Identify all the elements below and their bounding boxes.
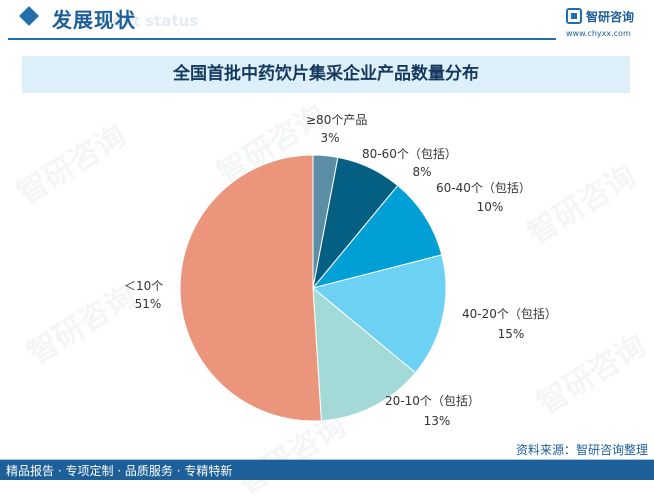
chart-title: 全国首批中药饮片集采企业产品数量分布: [173, 64, 479, 84]
slice-value-label: 13%: [424, 414, 451, 428]
footer-divider: [0, 459, 654, 460]
header-subtitle: ent status: [112, 12, 199, 30]
header-divider: [8, 38, 556, 40]
logo-icon: [566, 8, 582, 24]
slice-label: ≥80个产品: [306, 113, 367, 127]
slice-label: 20-10个（包括）: [385, 393, 480, 408]
slice-value-label: 51%: [135, 297, 162, 311]
slice-label: 80-60个（包括）: [362, 146, 457, 161]
footer-text: 精品报告 · 专项定制 · 品质服务 · 专精特新: [6, 464, 233, 478]
slice-value-label: 8%: [412, 165, 431, 179]
brand-logo: 智研咨询 www.chyxx.com: [566, 8, 646, 40]
logo-name: 智研咨询: [586, 10, 635, 24]
pie-slice: [311, 254, 447, 374]
slice-value-label: 15%: [498, 327, 525, 341]
slice-label: 40-20个（包括）: [462, 306, 557, 321]
footer-bar: 精品报告 · 专项定制 · 品质服务 · 专精特新: [0, 460, 654, 480]
pie-chart: ≥80个产品 3% 80-60个（包括） 8% 60-40个（包括） 10% 40-20个（…: [124, 113, 557, 428]
chart-title-bar: 全国首批中药饮片集采企业产品数量分布: [22, 56, 630, 93]
logo-url: www.chyxx.com: [566, 29, 631, 38]
slice-label: 60-40个（包括）: [436, 180, 531, 195]
pie-slice: [179, 154, 322, 422]
page-header: ent status 发展现状: [0, 0, 654, 40]
pie-slice: [312, 286, 417, 422]
pie-slice: [311, 184, 443, 289]
slice-label: ＜10个: [124, 279, 163, 293]
source-note: 资料来源：智研咨询整理: [515, 443, 648, 457]
slice-value-label: 3%: [320, 131, 339, 145]
slice-value-label: 10%: [477, 200, 504, 214]
header-title: 发展现状: [52, 8, 136, 32]
